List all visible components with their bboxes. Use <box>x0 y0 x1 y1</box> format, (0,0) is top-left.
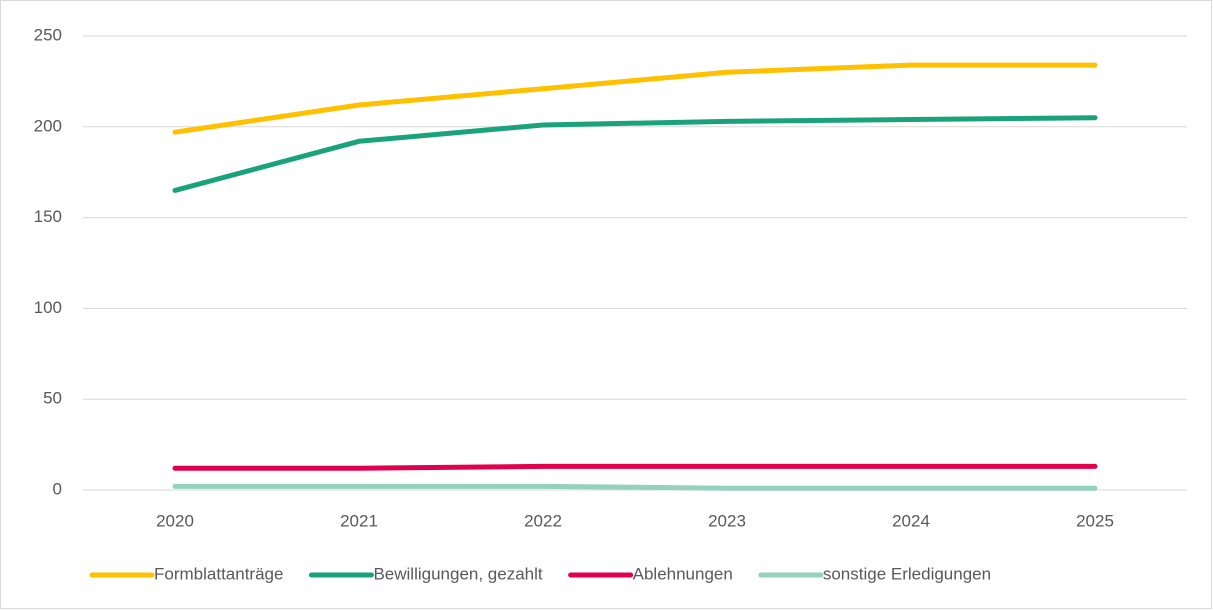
x-tick-label: 2024 <box>892 511 930 530</box>
y-tick-label: 250 <box>34 25 62 44</box>
series-line <box>172 463 1098 471</box>
y-tick-label: 50 <box>43 389 62 408</box>
y-tick-label: 100 <box>34 298 62 317</box>
y-tick-label: 150 <box>34 207 62 226</box>
y-tick-label: 0 <box>53 479 62 498</box>
x-tick-label: 2023 <box>708 511 746 530</box>
legend-label: Bewilligungen, gezahlt <box>373 564 542 583</box>
x-tick-label: 2021 <box>340 511 378 530</box>
y-tick-label: 200 <box>34 116 62 135</box>
legend-label: Formblattanträge <box>154 564 283 583</box>
x-tick-label: 2025 <box>1076 511 1114 530</box>
series-line <box>172 62 1098 135</box>
x-tick-label: 2020 <box>156 511 194 530</box>
series-line <box>172 483 1098 491</box>
series-line <box>172 115 1098 193</box>
legend-label: sonstige Erledigungen <box>823 564 991 583</box>
x-tick-label: 2022 <box>524 511 562 530</box>
legend-label: Ablehnungen <box>633 564 733 583</box>
